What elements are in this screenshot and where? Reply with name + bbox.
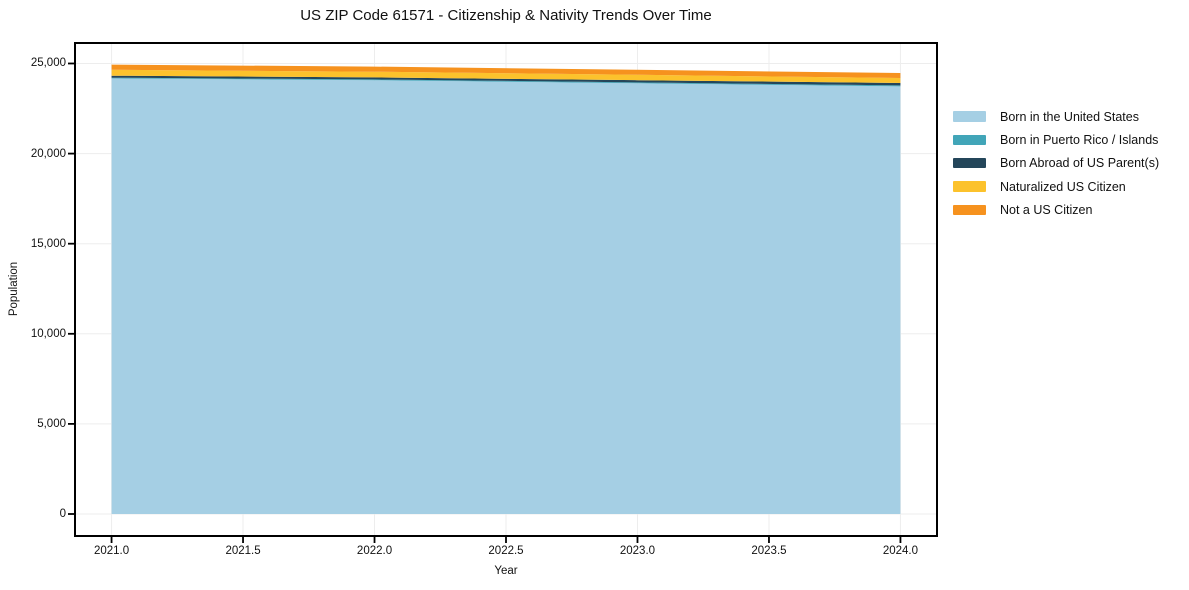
legend-label: Not a US Citizen — [1000, 202, 1093, 217]
legend-label: Born in Puerto Rico / Islands — [1000, 132, 1159, 147]
area-series-2 — [111, 75, 901, 86]
legend-label: Naturalized US Citizen — [1000, 179, 1126, 194]
legend-item: Naturalized US Citizen — [953, 175, 1159, 198]
y-tick-label: 15,000 — [30, 237, 66, 250]
x-tick-label: 2024.0 — [882, 545, 919, 557]
area-series-0 — [111, 78, 901, 515]
legend-item: Born in Puerto Rico / Islands — [953, 128, 1159, 151]
y-tick-label: 10,000 — [30, 327, 66, 340]
legend-swatch-icon — [953, 157, 986, 169]
legend-label: Born in the United States — [1000, 109, 1139, 124]
x-tick-label: 2021.5 — [225, 545, 261, 557]
x-tick-label: 2023.0 — [619, 545, 656, 557]
area-series-4 — [111, 64, 901, 78]
legend: Born in the United States Born in Puerto … — [953, 105, 1159, 221]
legend-swatch-icon — [953, 111, 986, 122]
y-tick-label: 0 — [59, 507, 66, 520]
legend-item: Born Abroad of US Parent(s) — [953, 152, 1159, 175]
legend-swatch-icon — [953, 204, 986, 216]
y-tick-label: 5,000 — [37, 417, 66, 430]
area-series-1 — [111, 77, 901, 87]
y-tick-label: 25,000 — [30, 57, 66, 70]
chart-title: US ZIP Code 61571 - Citizenship & Nativi… — [300, 7, 712, 24]
y-tick-label: 20,000 — [30, 147, 66, 160]
legend-item: Not a US Citizen — [953, 198, 1159, 221]
x-tick-label: 2023.5 — [751, 545, 787, 557]
legend-swatch-icon — [953, 181, 986, 192]
area-series-3 — [111, 69, 901, 83]
legend-label: Born Abroad of US Parent(s) — [1000, 156, 1160, 171]
x-axis-label: Year — [494, 565, 518, 577]
legend-item: Born in the United States — [953, 105, 1159, 128]
x-tick-label: 2022.5 — [488, 545, 524, 557]
x-tick-label: 2022.0 — [356, 545, 393, 557]
legend-swatch-icon — [953, 134, 986, 146]
plot-border — [74, 42, 938, 537]
x-tick-label: 2021.0 — [93, 545, 130, 557]
y-axis-label: Population — [8, 261, 20, 317]
